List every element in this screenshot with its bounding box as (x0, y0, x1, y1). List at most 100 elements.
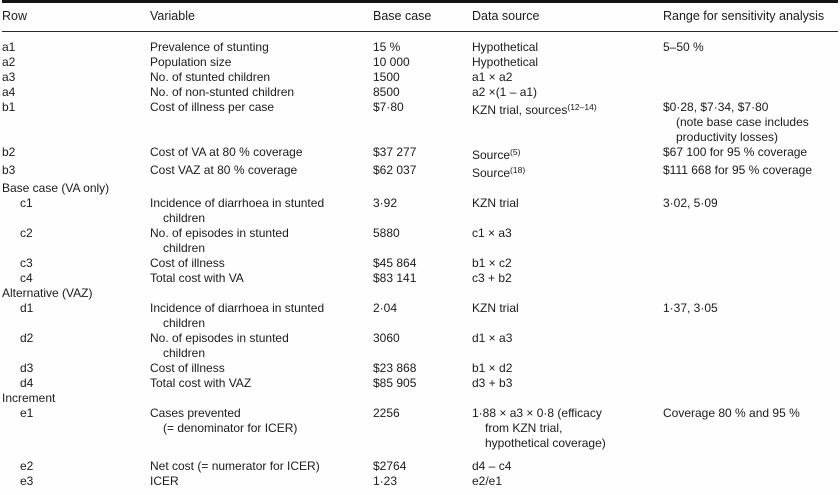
row-id-cell: a2 (2, 55, 16, 69)
data-source-cell: c3 + b2 (472, 271, 663, 286)
table-row: c1 Incidence of diarrhoea in stunted child… (2, 196, 838, 226)
range-cell (663, 55, 838, 70)
data-source-cell: e2/e1 (472, 474, 663, 495)
variable-cell: Incidence of diarrhoea in stunted childre… (150, 196, 373, 226)
base-case-cell: $37 277 (373, 145, 472, 163)
cell-line: 5880 (373, 226, 400, 240)
cell-line: Hypothetical (472, 40, 539, 54)
data-source-cell: Source(5) (472, 145, 663, 163)
cell-line: d4 – c4 (472, 459, 512, 473)
cell-line: No. of non-stunted children (150, 85, 295, 99)
base-case-cell: $62 037 (373, 163, 472, 181)
cell-line: Cases prevented (150, 406, 241, 420)
cell-line: from KZN trial, (485, 421, 563, 435)
cell-line: $2764 (373, 459, 407, 473)
cell-line: $111 668 for 95 % coverage (663, 163, 812, 177)
cell-line: Total cost with VA (150, 271, 244, 285)
cell-line: $23 868 (373, 361, 417, 375)
data-source-cell: a1 × a2 (472, 70, 663, 85)
row-id-cell: e1 (20, 406, 34, 420)
range-cell (663, 474, 838, 495)
base-case-cell: 8500 (373, 85, 472, 100)
row-id-cell: a3 (2, 70, 16, 84)
cell-line: KZN trial, sources(12–14) (472, 102, 597, 117)
column-header-base-case: Base case (373, 1, 472, 32)
cell-line: productivity losses) (676, 130, 779, 144)
cell-line: Hypothetical (472, 55, 539, 69)
row-id-cell: a4 (2, 85, 16, 99)
cell-line: (= denominator for ICER) (163, 421, 298, 435)
section-label: Alternative (VAZ) (2, 286, 93, 300)
cell-line: Source(18) (472, 165, 526, 180)
cell-line: Total cost with VAZ (150, 376, 252, 390)
base-case-cell: $85 905 (373, 376, 472, 391)
table-row: b2 Cost of VA at 80 % coverage $37 277 Sour… (2, 145, 838, 163)
variable-cell: Cost of VA at 80 % coverage (150, 145, 373, 163)
cell-line: a1 × a2 (472, 70, 513, 84)
reference-superscript: (12–14) (567, 102, 597, 112)
section-label: Base case (VA only) (2, 181, 110, 195)
cell-line: $62 037 (373, 163, 417, 177)
cell-line: 10 000 (373, 55, 410, 69)
cell-line: Source(5) (472, 147, 521, 162)
base-case-cell: 1·23 (373, 474, 472, 495)
row-id-cell: c1 (20, 196, 33, 210)
cell-line: No. of episodes in stunted (150, 331, 289, 345)
base-case-cell: 3·92 (373, 196, 472, 226)
cell-line: Cost of illness (150, 256, 225, 270)
table-row: e1 Cases prevented (= denominator for ICER… (2, 406, 838, 459)
row-id-cell: b1 (2, 100, 16, 114)
range-cell (663, 70, 838, 85)
range-cell (663, 256, 838, 271)
section-header-row: Increment (2, 391, 838, 406)
variable-cell: Prevalence of stunting (150, 32, 373, 56)
variable-cell: Incidence of diarrhoea in stunted childre… (150, 301, 373, 331)
cell-line: hypothetical coverage) (485, 436, 606, 450)
range-cell: $111 668 for 95 % coverage (663, 163, 838, 181)
cell-line: Cost of VA at 80 % coverage (150, 145, 303, 159)
cell-line: b1 × c2 (472, 256, 512, 270)
cell-line: 3·02, 5·09 (663, 196, 718, 210)
range-cell: 3·02, 5·09 (663, 196, 838, 226)
cell-line: Incidence of diarrhoea in stunted (150, 196, 325, 210)
table-row: b3 Cost VAZ at 80 % coverage $62 037 Source… (2, 163, 838, 181)
cell-line: 1·23 (373, 474, 398, 488)
variable-cell: Cost of illness (150, 256, 373, 271)
cell-line: children (163, 241, 206, 255)
row-id-cell: c3 (20, 256, 33, 270)
base-case-cell: $2764 (373, 459, 472, 474)
cell-line: 3·92 (373, 196, 398, 210)
data-source-cell: b1 × d2 (472, 361, 663, 376)
cell-line: 8500 (373, 85, 400, 99)
cell-line: 3060 (373, 331, 400, 345)
row-id-cell: d4 (20, 376, 34, 390)
table-row: d3 Cost of illness $23 868 b1 × d2 (2, 361, 838, 376)
row-id-cell: e3 (20, 474, 34, 488)
cell-line: $85 905 (373, 376, 417, 390)
cell-line: $7·80 (373, 100, 404, 114)
cell-line: a2 ×(1 – a1) (472, 85, 538, 99)
cell-line: Prevalence of stunting (150, 40, 269, 54)
row-id-cell: b3 (2, 163, 16, 177)
header-row: Row Variable Base case Data source Range… (2, 1, 838, 32)
base-case-cell: $83 141 (373, 271, 472, 286)
range-cell (663, 271, 838, 286)
cell-line: children (163, 346, 206, 360)
table-row: e3 ICER 1·23 e2/e1 (2, 474, 838, 495)
base-case-cell: 10 000 (373, 55, 472, 70)
table-row: b1 Cost of illness per case $7·80 KZN trial… (2, 100, 838, 145)
cell-line: 2·04 (373, 301, 398, 315)
variable-cell: ICER (150, 474, 373, 495)
base-case-cell: $7·80 (373, 100, 472, 145)
cell-line: No. of stunted children (150, 70, 271, 84)
variable-cell: No. of episodes in stunted children (150, 331, 373, 361)
data-source-cell: d4 – c4 (472, 459, 663, 474)
reference-superscript: (18) (510, 165, 526, 175)
cell-line: 1·37, 3·05 (663, 301, 718, 315)
range-cell (663, 361, 838, 376)
base-case-cell: 5880 (373, 226, 472, 256)
cell-line: Population size (150, 55, 232, 69)
data-source-cell: d1 × a3 (472, 331, 663, 361)
cell-line: 5–50 % (663, 40, 704, 54)
